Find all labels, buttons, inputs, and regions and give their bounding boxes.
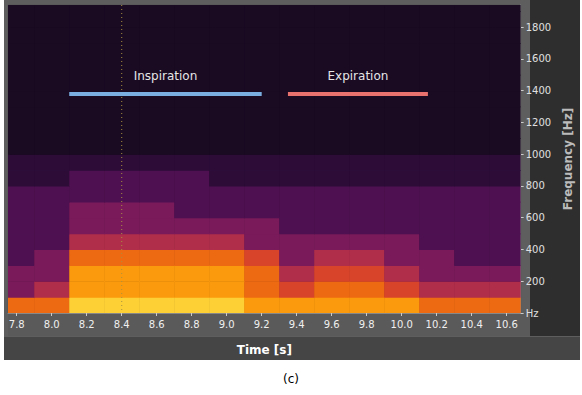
svg-text:Frequency [Hz]: Frequency [Hz] — [561, 108, 575, 210]
svg-text:1800: 1800 — [526, 22, 551, 33]
svg-text:Inspiration: Inspiration — [134, 69, 198, 83]
svg-text:1000: 1000 — [526, 149, 551, 160]
svg-text:8.8: 8.8 — [184, 319, 200, 330]
svg-text:9.8: 9.8 — [359, 319, 375, 330]
svg-text:10.0: 10.0 — [391, 319, 413, 330]
svg-text:9.0: 9.0 — [219, 319, 235, 330]
svg-text:Hz: Hz — [526, 308, 539, 319]
svg-text:9.4: 9.4 — [289, 319, 305, 330]
svg-text:10.4: 10.4 — [461, 319, 483, 330]
svg-text:400: 400 — [526, 244, 545, 255]
svg-text:1400: 1400 — [526, 85, 551, 96]
svg-text:800: 800 — [526, 180, 545, 191]
svg-text:Expiration: Expiration — [327, 69, 388, 83]
svg-text:10.2: 10.2 — [426, 319, 448, 330]
svg-text:9.6: 9.6 — [324, 319, 340, 330]
svg-text:1200: 1200 — [526, 117, 551, 128]
svg-text:8.4: 8.4 — [114, 319, 130, 330]
svg-text:200: 200 — [526, 276, 545, 287]
svg-text:600: 600 — [526, 212, 545, 223]
svg-text:8.6: 8.6 — [149, 319, 165, 330]
svg-text:9.2: 9.2 — [254, 319, 270, 330]
svg-text:10.6: 10.6 — [496, 319, 518, 330]
svg-text:7.8: 7.8 — [9, 319, 25, 330]
svg-text:8.0: 8.0 — [44, 319, 60, 330]
svg-text:Time [s]: Time [s] — [237, 343, 292, 357]
svg-text:8.2: 8.2 — [79, 319, 95, 330]
svg-text:1600: 1600 — [526, 53, 551, 64]
svg-text:(c): (c) — [283, 372, 299, 386]
